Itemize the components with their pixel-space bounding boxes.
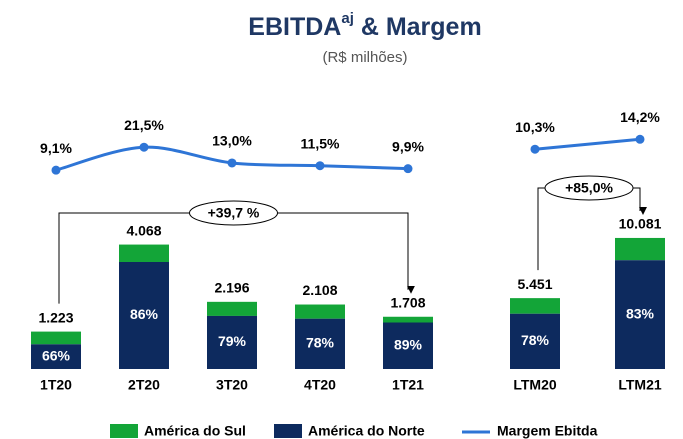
total-label: 10.081: [619, 216, 662, 232]
total-label: 2.196: [214, 280, 249, 296]
bar-segment-north: [31, 344, 81, 369]
bar-segment-south: [119, 244, 169, 262]
x-tick-label: LTM20: [513, 377, 557, 393]
margin-line: [534, 137, 641, 151]
growth-badge: [189, 200, 278, 226]
bar-segment-south: [510, 298, 560, 314]
total-label: 4.068: [126, 222, 161, 238]
margin-label: 9,9%: [392, 138, 424, 154]
bar-segment-south: [295, 304, 345, 319]
legend-label: Margem Ebitda: [497, 423, 598, 439]
share-label: 78%: [521, 332, 550, 348]
title-rest: & Margem: [354, 13, 482, 41]
total-label: 1.223: [38, 309, 73, 325]
x-tick-label: 1T20: [40, 377, 72, 393]
bar-segment-south: [383, 316, 433, 323]
bar-segment-north: [383, 322, 433, 369]
margin-label: 21,5%: [124, 117, 164, 133]
bar-segment-north: [615, 260, 665, 369]
share-label: 78%: [306, 335, 335, 351]
growth-label: +39,7 %: [208, 205, 260, 221]
share-label: 89%: [394, 336, 423, 352]
margin-point: [139, 142, 149, 152]
margin-point: [51, 165, 61, 175]
total-label: 1.708: [390, 294, 425, 310]
chart-title: EBITDAaj & Margem: [248, 10, 481, 41]
title-main: EBITDA: [248, 13, 341, 41]
margin-label: 11,5%: [301, 135, 340, 151]
bar-segment-south: [615, 237, 665, 261]
x-tick-label: 3T20: [216, 377, 248, 393]
margin-point: [315, 161, 325, 171]
bar-segment-north: [207, 315, 257, 369]
legend-label: América do Sul: [144, 423, 246, 439]
total-label: 2.108: [302, 282, 337, 298]
chart-subtitle: (R$ milhões): [322, 49, 407, 66]
title-sup: aj: [341, 10, 354, 27]
legend-label: América do Norte: [308, 423, 425, 439]
bar-segment-north: [119, 261, 169, 369]
bar-segment-north: [295, 318, 345, 369]
margin-label: 9,1%: [40, 140, 72, 156]
margin-label: 14,2%: [620, 109, 660, 125]
x-tick-label: 2T20: [128, 377, 160, 393]
margin-point: [403, 164, 413, 174]
legend-swatch: [274, 424, 302, 438]
bar-segment-south: [31, 331, 81, 345]
margin-point: [530, 144, 540, 154]
share-label: 79%: [218, 333, 247, 349]
share-label: 86%: [130, 306, 159, 322]
share-label: 83%: [626, 305, 655, 321]
margin-point: [635, 134, 645, 144]
legend-swatch: [110, 424, 138, 438]
margin-label: 10,3%: [515, 119, 555, 135]
x-tick-label: LTM21: [618, 377, 662, 393]
bar-segment-south: [207, 301, 257, 316]
bar-segment-north: [510, 313, 560, 369]
growth-badge: [544, 175, 634, 201]
margin-label: 13,0%: [212, 133, 252, 149]
x-tick-label: 1T21: [392, 377, 424, 393]
total-label: 5.451: [517, 276, 552, 292]
growth-label: +85,0%: [565, 180, 613, 196]
margin-point: [227, 158, 237, 168]
share-label: 66%: [42, 347, 71, 363]
x-tick-label: 4T20: [304, 377, 336, 393]
